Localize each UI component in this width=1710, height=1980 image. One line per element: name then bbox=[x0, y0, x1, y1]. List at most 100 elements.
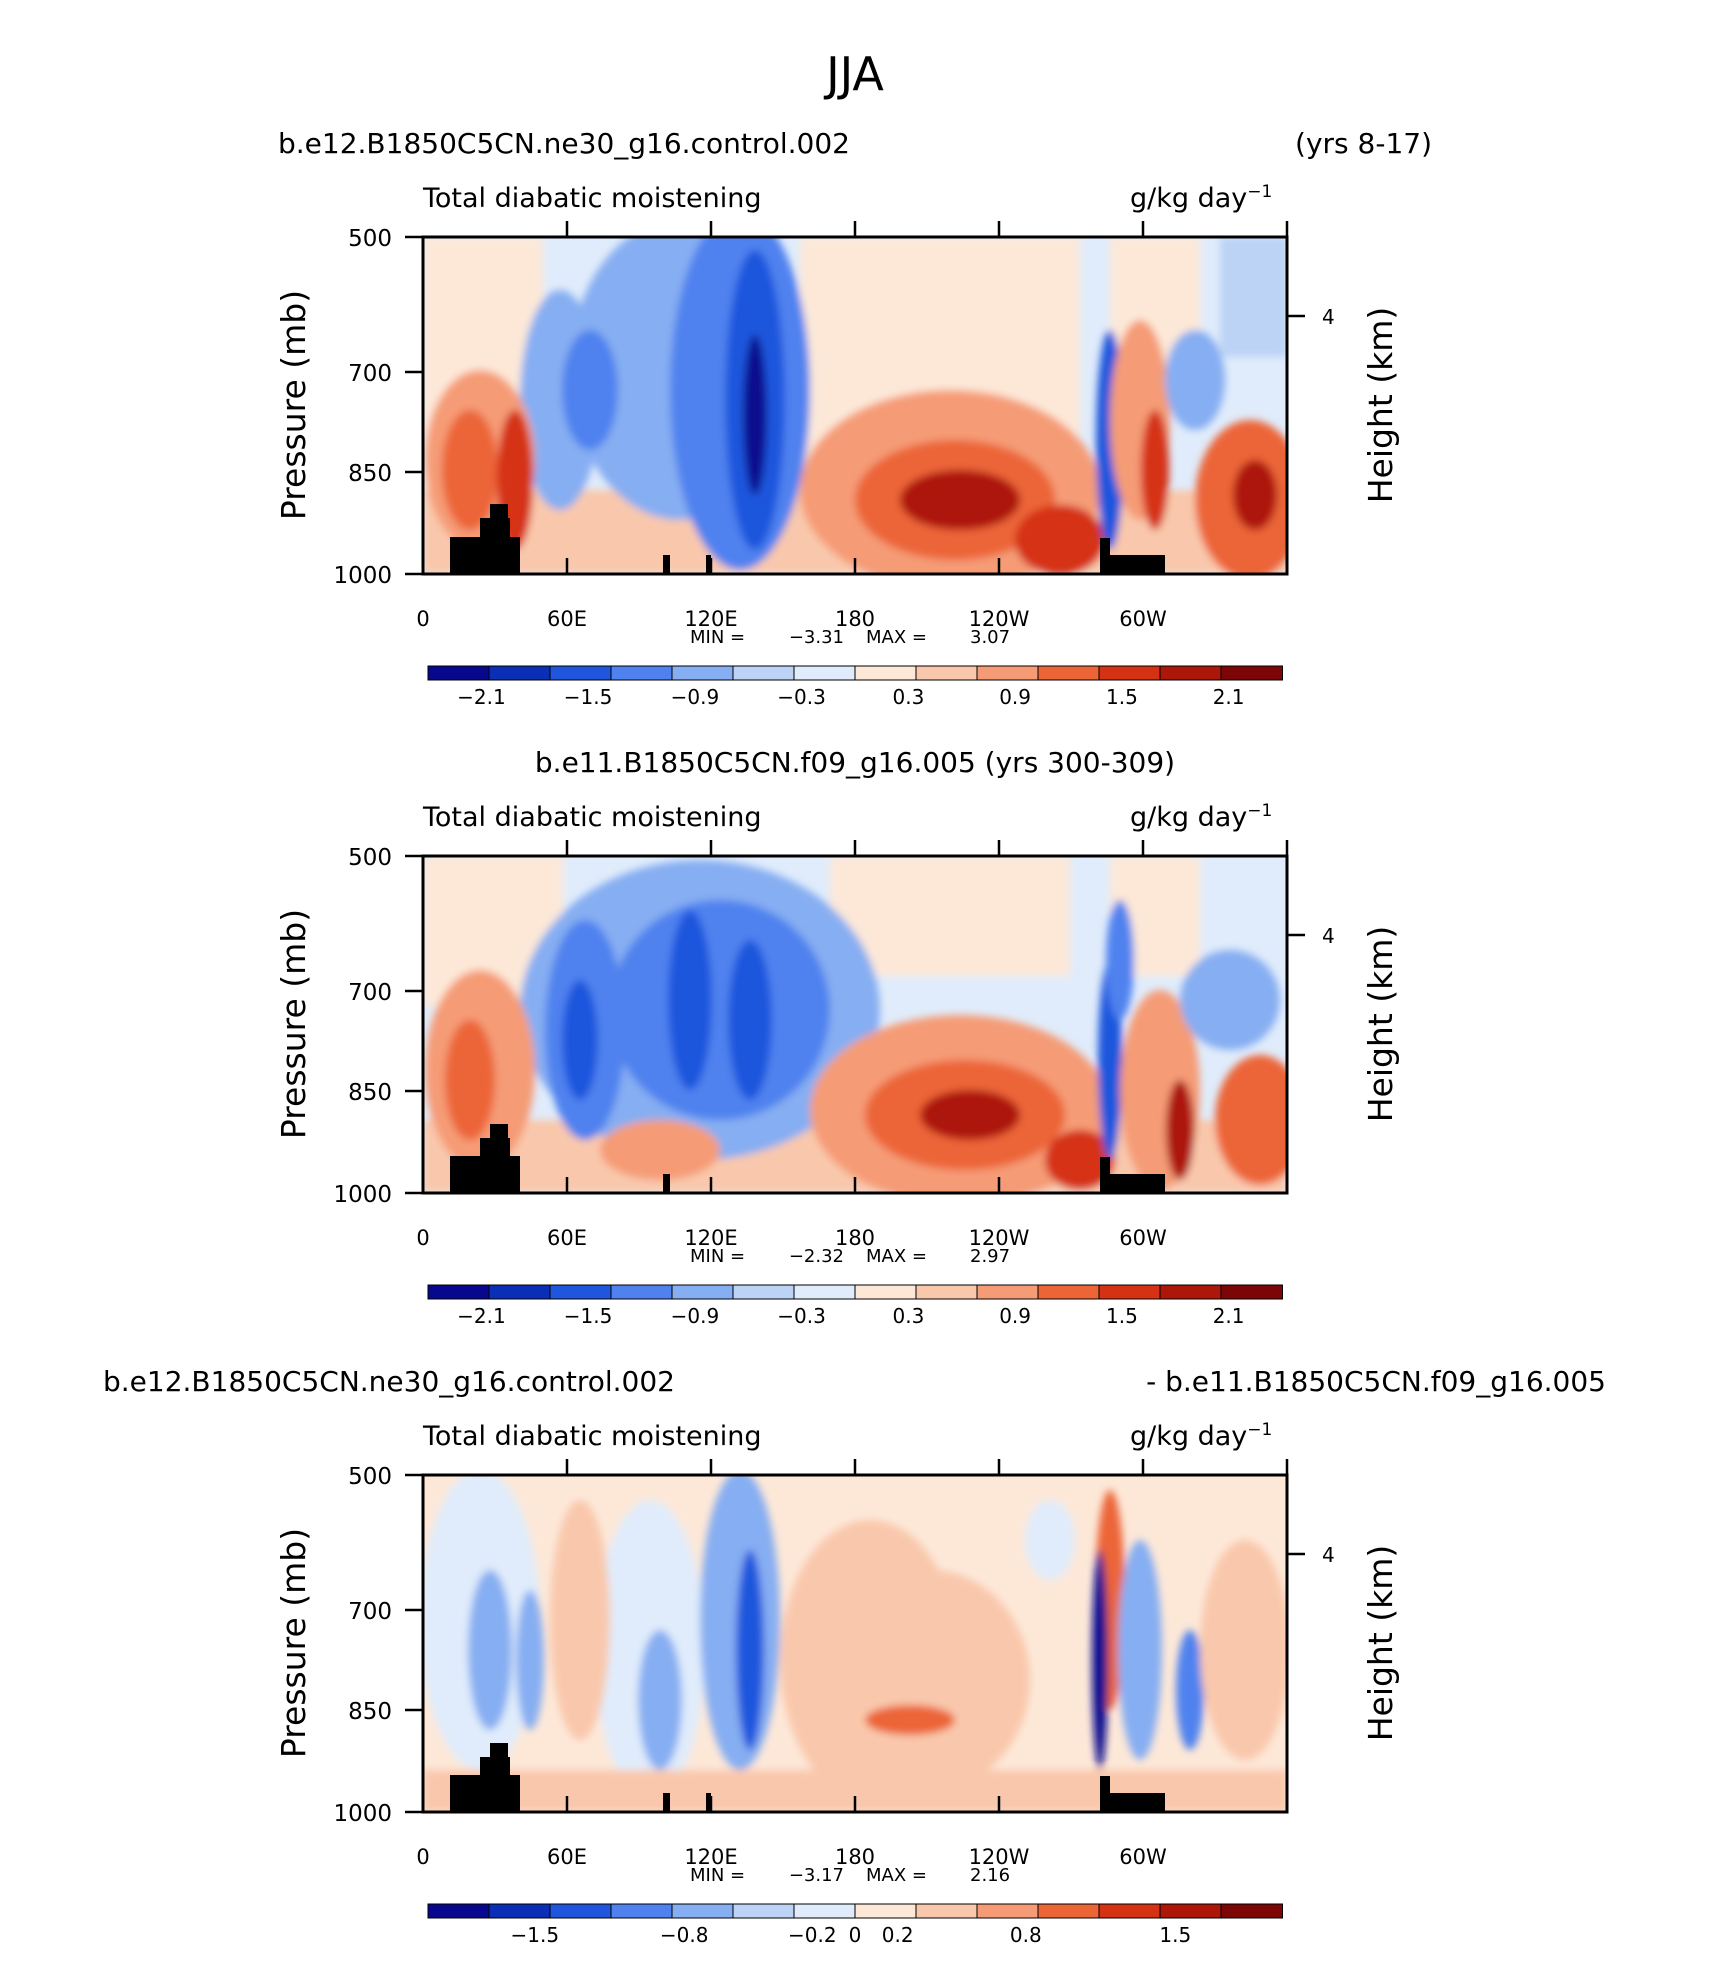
panel-1-right-tick-label: 4 bbox=[1322, 305, 1335, 329]
panel-2-x-tick-label: 180 bbox=[835, 1226, 875, 1250]
panel-1-terrain-block bbox=[663, 555, 670, 574]
panel-3-y-tick-label: 700 bbox=[348, 1599, 392, 1625]
panel-3-region bbox=[1176, 1630, 1204, 1750]
panel-3-min-value: −3.17 bbox=[789, 1865, 844, 1886]
panel-2-region bbox=[668, 910, 712, 1090]
panel-3-terrain-block bbox=[1100, 1793, 1165, 1812]
colorbar-swatch bbox=[610, 1903, 673, 1919]
colorbar-swatch bbox=[793, 665, 856, 681]
panel-1-y-tick-label: 700 bbox=[348, 361, 392, 387]
panel-2-plot bbox=[423, 856, 1287, 1193]
panel-3-x-tick-label: 120E bbox=[684, 1845, 737, 1869]
colorbar-swatch bbox=[488, 1284, 551, 1300]
panel-2-units: g/kg day−1 bbox=[1130, 801, 1272, 833]
colorbar-label: 0 bbox=[849, 1923, 862, 1947]
colorbar-label: 0.3 bbox=[892, 685, 924, 709]
colorbar-label: 0.3 bbox=[892, 1304, 924, 1328]
colorbar-swatch bbox=[915, 1284, 978, 1300]
panel-2-x-tick-label: 120E bbox=[684, 1226, 737, 1250]
panel-1-min-label: MIN = bbox=[690, 627, 745, 648]
panel-3-region bbox=[468, 1570, 512, 1730]
panel-1-y-tick-label: 500 bbox=[348, 226, 392, 252]
panel-2-y-tick-label: 700 bbox=[348, 980, 392, 1006]
panel-2-colorbar: −2.1 −1.5 −0.9 −0.3 0.3 0.9 1.5 2.1 bbox=[427, 1284, 1283, 1328]
panel-2-region bbox=[1166, 1080, 1194, 1180]
panel-1-units-base: g/kg day bbox=[1130, 183, 1247, 214]
colorbar-swatch bbox=[1037, 1903, 1100, 1919]
colorbar-label: −2.1 bbox=[457, 685, 506, 709]
panel-2-terrain-block bbox=[1100, 1174, 1165, 1193]
colorbar-label: 0.9 bbox=[999, 1304, 1031, 1328]
colorbar-label: −1.5 bbox=[564, 685, 613, 709]
colorbar-swatch bbox=[427, 1903, 490, 1919]
colorbar-label: 1.5 bbox=[1106, 685, 1138, 709]
colorbar-swatch bbox=[732, 1284, 795, 1300]
panel-2-y-tick-label: 500 bbox=[348, 845, 392, 871]
panel-2-terrain-block bbox=[663, 1174, 670, 1193]
colorbar-label: 1.5 bbox=[1106, 1304, 1138, 1328]
panel-1-region bbox=[1220, 237, 1287, 357]
panel-3-region bbox=[516, 1590, 544, 1730]
panel-1-x-tick-label: 60E bbox=[547, 607, 587, 631]
panel-2-min-label: MIN = bbox=[690, 1246, 745, 1267]
colorbar-swatch bbox=[915, 1903, 978, 1919]
panel-3-terrain-block bbox=[490, 1743, 508, 1812]
panel-2-x-tick-label: 60E bbox=[547, 1226, 587, 1250]
panel-3-terrain-block bbox=[663, 1793, 670, 1812]
panel-3-x-tick-label: 120W bbox=[969, 1845, 1030, 1869]
panel-3-max-label: MAX = bbox=[866, 1865, 927, 1886]
panel-3-diff-title: - b.e11.B1850C5CN.f09_g16.005 bbox=[1146, 1365, 1606, 1398]
panel-2-terrain bbox=[450, 1124, 1165, 1193]
colorbar-label: 1.5 bbox=[1159, 1923, 1191, 1947]
panel-2-x-tick-label: 60W bbox=[1119, 1226, 1167, 1250]
panel-1-units-exp: −1 bbox=[1247, 182, 1272, 202]
panel-3-region bbox=[1200, 1540, 1287, 1760]
panel-3-terrain bbox=[450, 1743, 1165, 1812]
colorbar-swatch bbox=[549, 1903, 612, 1919]
panel-1-terrain-block bbox=[1100, 555, 1165, 574]
panel-1-min-value: −3.31 bbox=[789, 627, 844, 648]
panel-3-right-tick-label: 4 bbox=[1322, 1543, 1335, 1567]
colorbar-swatch bbox=[854, 1284, 917, 1300]
panel-3-region bbox=[736, 1550, 764, 1750]
panel-2-field bbox=[423, 856, 1287, 1193]
panel-1-variable: Total diabatic moistening bbox=[422, 183, 761, 214]
panel-3-plot bbox=[423, 1475, 1287, 1812]
panel-1-region bbox=[743, 335, 767, 495]
panel-2-ticks bbox=[405, 840, 1305, 1195]
colorbar-swatch bbox=[671, 665, 734, 681]
colorbar-swatch bbox=[671, 1284, 734, 1300]
panel-3-case-title: b.e12.B1850C5CN.ne30_g16.control.002 bbox=[103, 1365, 675, 1398]
panel-1-ticks bbox=[405, 221, 1305, 576]
panel-2-units-base: g/kg day bbox=[1130, 802, 1247, 833]
panel-2-max-value: 2.97 bbox=[970, 1246, 1010, 1267]
panel-1-x-tick-label: 180 bbox=[835, 607, 875, 631]
panel-2-max-label: MAX = bbox=[866, 1246, 927, 1267]
colorbar-label: −2.1 bbox=[457, 1304, 506, 1328]
colorbar-swatch bbox=[610, 665, 673, 681]
colorbar-swatch bbox=[732, 665, 795, 681]
panel-1-case-title: b.e12.B1850C5CN.ne30_g16.control.002 bbox=[278, 127, 850, 160]
colorbar-swatch bbox=[1037, 665, 1100, 681]
panel-1-max-value: 3.07 bbox=[970, 627, 1010, 648]
panel-3-min-label: MIN = bbox=[690, 1865, 745, 1886]
panel-2-region bbox=[1215, 1055, 1287, 1185]
colorbar-label: −1.5 bbox=[511, 1923, 560, 1947]
colorbar-swatch bbox=[1098, 665, 1161, 681]
panel-2-y-tick-label: 1000 bbox=[333, 1182, 392, 1208]
colorbar-label: 2.1 bbox=[1213, 1304, 1245, 1328]
panel-3-region bbox=[830, 1570, 1030, 1790]
panel-1-field bbox=[423, 237, 1287, 574]
panel-2-region bbox=[1045, 1130, 1115, 1190]
panel-2-region bbox=[830, 856, 1070, 976]
panel-2-region bbox=[610, 900, 830, 1120]
panel-2: b.e11.B1850C5CN.f09_g16.005 (yrs 300-309… bbox=[274, 746, 1400, 1328]
panel-1-y-tick-label: 850 bbox=[348, 461, 392, 487]
panel-3-region bbox=[638, 1630, 682, 1770]
panel-2-x-tick-label: 120W bbox=[969, 1226, 1030, 1250]
colorbar-swatch bbox=[1159, 665, 1222, 681]
colorbar-swatch bbox=[1159, 1284, 1222, 1300]
colorbar-swatch bbox=[1220, 665, 1283, 681]
panel-1-x-tick-label: 0 bbox=[416, 607, 429, 631]
